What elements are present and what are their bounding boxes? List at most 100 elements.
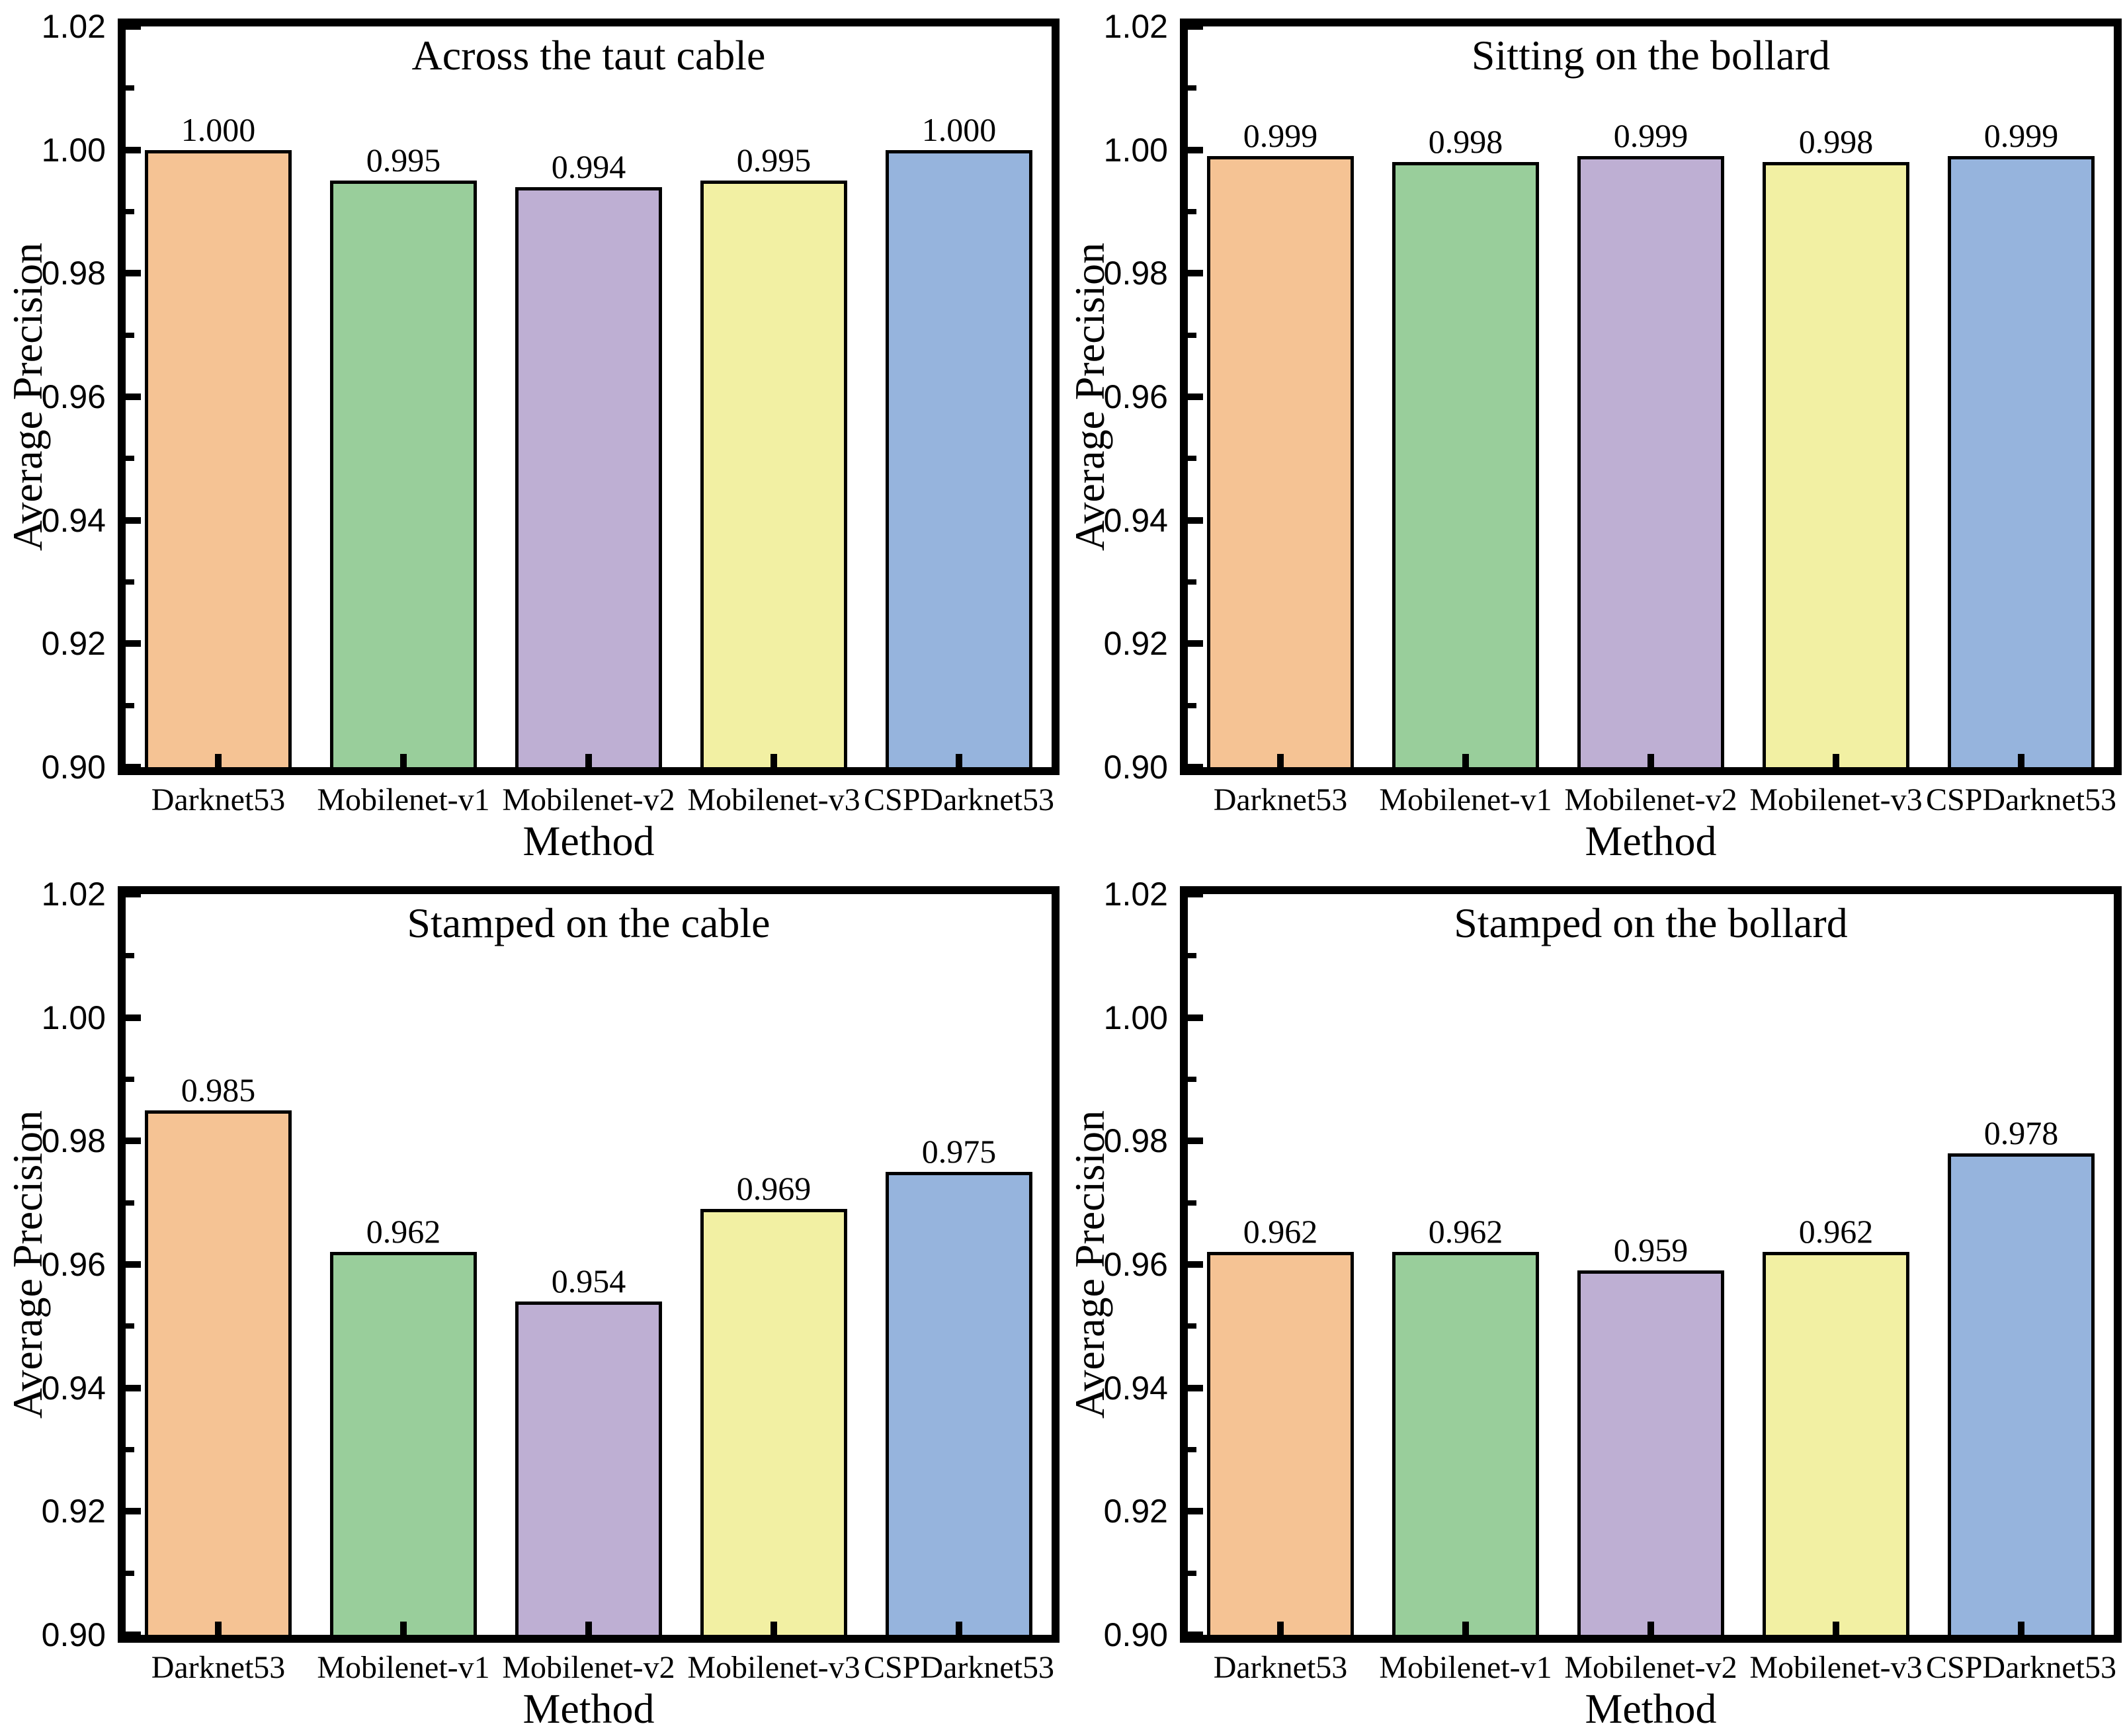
bar-value-label: 0.962 <box>1798 1213 1874 1251</box>
y-tick-label: 0.98 <box>41 255 106 292</box>
category-label: Mobilenet-v3 <box>1749 782 1923 817</box>
y-major-tick <box>126 891 141 897</box>
x-tick <box>956 1622 962 1635</box>
bar-value-label: 0.962 <box>366 1213 441 1251</box>
y-major-tick <box>126 23 141 30</box>
y-minor-tick <box>126 332 134 338</box>
y-major-tick <box>126 517 141 524</box>
x-tick <box>1277 1622 1284 1635</box>
y-major-tick <box>126 1261 141 1268</box>
y-minor-tick <box>126 85 134 91</box>
y-major-tick <box>1188 1508 1203 1515</box>
chart-title: Stamped on the cable <box>407 899 771 946</box>
y-minor-tick <box>1188 332 1196 338</box>
x-tick <box>1462 754 1469 767</box>
y-tick-label: 0.96 <box>1103 1246 1168 1283</box>
y-major-tick <box>1188 1014 1203 1021</box>
bar-mobilenet-v3 <box>1763 1252 1909 1635</box>
bar-value-label: 1.000 <box>181 110 256 148</box>
y-minor-tick <box>126 1323 134 1329</box>
y-major-tick <box>1188 517 1203 524</box>
x-tick <box>1647 754 1654 767</box>
y-tick-label: 1.00 <box>41 131 106 169</box>
bar-value-label: 0.954 <box>551 1262 626 1300</box>
x-tick <box>215 754 222 767</box>
bar-mobilenet-v3 <box>1763 162 1909 767</box>
y-minor-tick <box>1188 1077 1196 1082</box>
plot-area: Sitting on the bollard 0.999 0.998 0.999 0.9… <box>1180 19 2122 775</box>
y-minor-tick <box>1188 1570 1196 1576</box>
category-label: Darknet53 <box>151 1650 286 1685</box>
y-major-tick <box>1188 891 1203 897</box>
y-tick-label: 0.92 <box>1103 625 1168 663</box>
y-tick-label: 0.98 <box>41 1122 106 1160</box>
x-tick <box>2018 754 2024 767</box>
chart-title: Across the taut cable <box>411 32 766 79</box>
y-minor-tick <box>126 579 134 585</box>
category-label: CSPDarknet53 <box>1926 1650 2116 1685</box>
x-tick <box>956 754 962 767</box>
bar-cspdarknet53 <box>886 149 1032 767</box>
y-tick-label: 1.02 <box>41 8 106 45</box>
bar-value-label: 1.000 <box>921 110 997 148</box>
x-tick <box>2018 1622 2024 1635</box>
bar-value-label: 0.975 <box>921 1133 997 1170</box>
bar-mobilenet-v1 <box>330 1252 477 1635</box>
y-major-tick <box>1188 146 1203 153</box>
x-tick <box>585 754 592 767</box>
bar-mobilenet-v1 <box>1392 1252 1539 1635</box>
y-minor-tick <box>1188 1200 1196 1206</box>
y-tick-label: 1.02 <box>1103 876 1168 913</box>
y-minor-tick <box>1188 702 1196 708</box>
x-tick <box>1833 1622 1839 1635</box>
plot-area: Across the taut cable 1.000 0.995 0.994 0.99… <box>118 19 1060 775</box>
y-major-tick <box>126 1384 141 1391</box>
y-major-tick <box>126 1137 141 1145</box>
bar-cspdarknet53 <box>1948 1153 2095 1635</box>
y-major-tick <box>1188 1261 1203 1268</box>
y-tick-label: 0.90 <box>1103 749 1168 786</box>
y-tick-label: 1.02 <box>1103 8 1168 45</box>
bar-value-label: 0.962 <box>1428 1213 1503 1251</box>
x-tick <box>1647 1622 1654 1635</box>
bar-darknet53 <box>1207 1252 1354 1635</box>
y-major-tick <box>126 640 141 647</box>
bar-mobilenet-v2 <box>515 186 662 767</box>
chart-panel-sitting-on-bollard: Average Precision Sitting on the bollard 0… <box>1062 0 2125 868</box>
bar-value-label: 0.978 <box>1983 1114 2059 1151</box>
x-axis-label: Method <box>1585 817 1717 864</box>
y-tick-label: 0.90 <box>41 749 106 786</box>
y-minor-tick <box>126 953 134 959</box>
y-tick-label: 0.94 <box>1103 1369 1168 1407</box>
y-minor-tick <box>126 1447 134 1452</box>
category-label: Mobilenet-v1 <box>1379 782 1552 817</box>
bar-mobilenet-v3 <box>700 181 847 767</box>
y-minor-tick <box>126 1077 134 1082</box>
y-major-tick <box>1188 1384 1203 1391</box>
category-label: CSPDarknet53 <box>864 1650 1054 1685</box>
bar-value-label: 0.999 <box>1243 117 1318 154</box>
y-tick-label: 0.94 <box>41 1369 106 1407</box>
y-tick-label: 0.94 <box>41 501 106 539</box>
y-minor-tick <box>1188 85 1196 91</box>
y-major-tick <box>1188 1632 1203 1638</box>
x-axis-label: Method <box>1585 1685 1717 1732</box>
bar-darknet53 <box>1207 156 1354 767</box>
bar-mobilenet-v1 <box>330 181 477 767</box>
y-tick-label: 0.92 <box>41 625 106 663</box>
bar-value-label: 0.985 <box>181 1071 256 1108</box>
y-minor-tick <box>1188 456 1196 462</box>
y-tick-label: 0.96 <box>41 378 106 415</box>
x-tick <box>400 754 407 767</box>
bar-darknet53 <box>145 1110 292 1635</box>
bar-value-label: 0.995 <box>736 142 812 179</box>
y-major-tick <box>1188 270 1203 277</box>
y-tick-label: 0.96 <box>1103 378 1168 415</box>
y-tick-label: 0.90 <box>1103 1616 1168 1653</box>
y-major-tick <box>126 146 141 153</box>
chart-panel-across-taut-cable: Average Precision Across the taut cable 1.… <box>0 0 1062 868</box>
y-minor-tick <box>1188 953 1196 959</box>
bar-mobilenet-v2 <box>1577 156 1724 767</box>
y-tick-label: 0.92 <box>41 1493 106 1530</box>
y-major-tick <box>1188 1137 1203 1145</box>
